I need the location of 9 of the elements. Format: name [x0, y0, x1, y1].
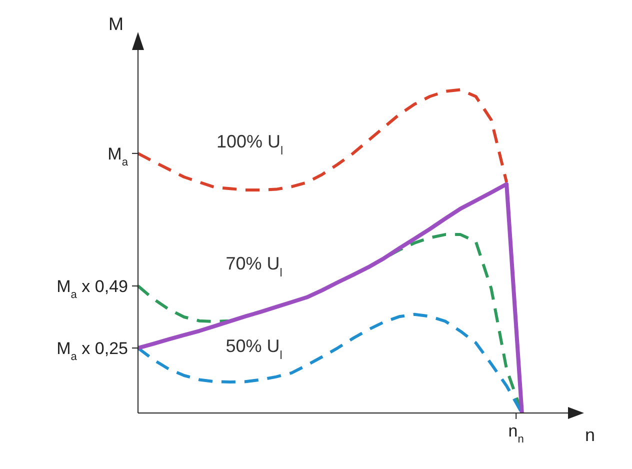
x-axis-title: n [584, 425, 596, 445]
y-axis-title: M [108, 14, 124, 34]
annotation: 100% U$_{l}$ [216, 131, 284, 157]
annotation: 70% U$_{l}$ [226, 253, 282, 279]
text: n$_{n}$ [508, 422, 524, 446]
text: M$_{a}$ x 0,49 [56, 276, 128, 301]
annotation: 50% U$_{l}$ [226, 336, 282, 362]
text: M$_{a}$ x 0,25 [56, 338, 128, 363]
text: M$_{a}$ [108, 144, 129, 168]
